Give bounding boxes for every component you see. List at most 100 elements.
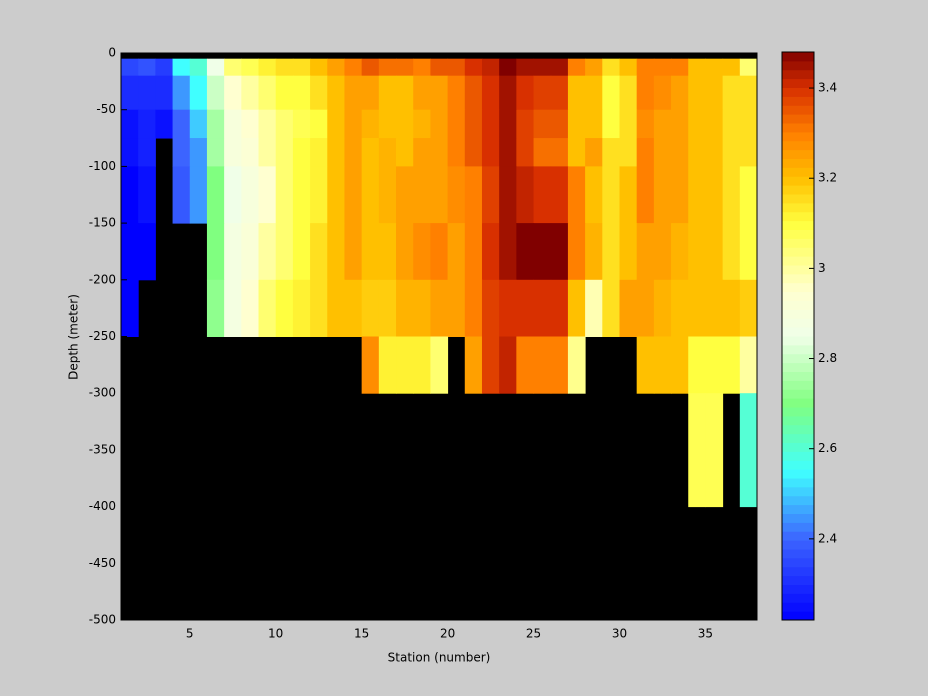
heatmap-cell xyxy=(464,138,483,167)
heatmap-cell xyxy=(430,166,449,224)
heatmap-cell xyxy=(550,223,569,281)
heatmap-cell xyxy=(636,223,655,281)
heatmap-cell xyxy=(121,109,139,139)
heatmap-cell xyxy=(241,75,260,111)
heatmap-cell xyxy=(258,223,277,281)
heatmap-cell xyxy=(361,109,380,139)
x-axis-label: Station (number) xyxy=(388,651,491,665)
heatmap-cell xyxy=(396,223,414,281)
heatmap-cell xyxy=(636,166,655,224)
heatmap-cell xyxy=(396,336,414,394)
heatmap-cell xyxy=(688,279,706,337)
y-tick-label: -400 xyxy=(89,499,116,513)
heatmap-cell xyxy=(705,58,724,77)
heatmap-cell xyxy=(739,58,758,77)
heatmap-cell xyxy=(705,336,724,394)
heatmap-cell xyxy=(121,75,139,111)
heatmap-cell xyxy=(550,75,569,111)
x-tick-label: 35 xyxy=(698,627,713,641)
heatmap-cell xyxy=(413,138,431,167)
heatmap-cell xyxy=(292,58,311,77)
heatmap-cell xyxy=(585,223,603,281)
colorbar-strip xyxy=(782,424,814,435)
heatmap-cell xyxy=(172,58,191,77)
colorbar-strip xyxy=(782,486,814,497)
heatmap-cell xyxy=(602,138,620,167)
heatmap-cell xyxy=(413,75,431,111)
heatmap-cell xyxy=(671,166,689,224)
heatmap-cell xyxy=(447,138,466,167)
heatmap-cell xyxy=(619,279,638,337)
heatmap-cell xyxy=(378,223,397,281)
heatmap-cell xyxy=(344,75,363,111)
colorbar-strip xyxy=(782,167,814,177)
y-tick-label: -100 xyxy=(89,159,116,173)
colorbar-strip xyxy=(782,327,814,337)
heatmap-cell xyxy=(396,279,414,337)
heatmap-cell xyxy=(499,109,517,139)
colorbar-strip xyxy=(782,513,814,523)
y-tick-label: -200 xyxy=(89,272,116,286)
heatmap-cell xyxy=(567,75,586,111)
heatmap-cell xyxy=(550,109,569,139)
heatmap-cell xyxy=(653,138,672,167)
heatmap-cell xyxy=(481,336,500,394)
colorbar-strip xyxy=(782,291,814,301)
heatmap-cell xyxy=(258,58,277,77)
heatmap-cell xyxy=(533,223,552,281)
heatmap-cell xyxy=(705,279,724,337)
colorbar-strip xyxy=(782,557,814,568)
heatmap-cell xyxy=(344,166,363,224)
heatmap-cell xyxy=(619,223,638,281)
heatmap-cell xyxy=(241,109,260,139)
colorbar-strip xyxy=(782,78,814,88)
heatmap-cell xyxy=(275,166,294,224)
heatmap-cell xyxy=(653,75,672,111)
heatmap-cell xyxy=(206,58,225,77)
heatmap-cell xyxy=(722,279,741,337)
heatmap-cell xyxy=(361,279,380,337)
heatmap-cell xyxy=(499,279,517,337)
heatmap-cell xyxy=(275,138,294,167)
colorbar-strip xyxy=(782,185,814,195)
heatmap-cell xyxy=(310,279,328,337)
heatmap-cell xyxy=(155,75,174,111)
heatmap-cell xyxy=(275,109,294,139)
heatmap-cell xyxy=(224,279,242,337)
heatmap-cell xyxy=(138,223,156,281)
colorbar-strip xyxy=(782,469,814,479)
colorbar-strip xyxy=(782,211,814,222)
colorbar-strip xyxy=(782,566,814,577)
heatmap-cell xyxy=(172,109,191,139)
heatmap-cell xyxy=(653,336,672,394)
heatmap-cell xyxy=(722,109,741,139)
heatmap-cell xyxy=(550,58,569,77)
heatmap-cell xyxy=(327,75,345,111)
colorbar-strip xyxy=(782,300,814,310)
heatmap-cell xyxy=(172,166,191,224)
heatmap-cell xyxy=(585,109,603,139)
heatmap-cell xyxy=(653,109,672,139)
heatmap-cell xyxy=(499,75,517,111)
heatmap-cell xyxy=(499,58,517,77)
heatmap-cell xyxy=(361,58,380,77)
heatmap-cell xyxy=(516,75,535,111)
colorbar-strip xyxy=(782,593,814,603)
heatmap-cell xyxy=(430,336,449,394)
heatmap-cell xyxy=(121,223,139,281)
heatmap-cell xyxy=(121,138,139,167)
heatmap-cell xyxy=(138,75,156,111)
heatmap-cell xyxy=(292,109,311,139)
heatmap-cell xyxy=(481,138,500,167)
heatmap-cell xyxy=(430,223,449,281)
heatmap-cell xyxy=(739,336,758,394)
heatmap-cell xyxy=(413,166,431,224)
heatmap-cell xyxy=(327,279,345,337)
heatmap-cell xyxy=(688,336,706,394)
heatmap-cell xyxy=(516,336,535,394)
heatmap-cell xyxy=(739,138,758,167)
heatmap-cell xyxy=(533,75,552,111)
heatmap-cell xyxy=(327,138,345,167)
heatmap-cell xyxy=(636,336,655,394)
colorbar-strip xyxy=(782,96,814,106)
